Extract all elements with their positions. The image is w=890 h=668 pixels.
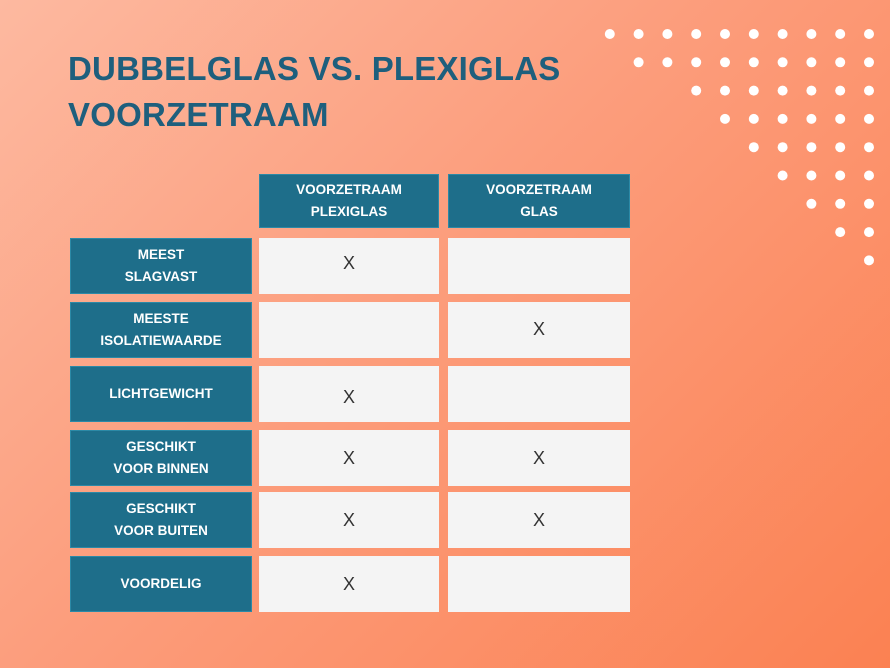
row-label-lichtgewicht: LICHTGEWICHT <box>70 366 252 422</box>
decorative-dot <box>777 57 788 68</box>
decorative-dot <box>806 198 817 209</box>
cell-lichtgewicht-glas <box>448 366 630 422</box>
column-header-plexiglas: VOORZETRAAM PLEXIGLAS <box>259 174 439 228</box>
row-label-voordelig: VOORDELIG <box>70 556 252 612</box>
decorative-dot <box>806 142 817 153</box>
title-line-1: DUBBELGLAS VS. PLEXIGLAS <box>68 50 561 87</box>
row-label-meeste-isolatiewaarde: MEESTE ISOLATIEWAARDE <box>70 302 252 358</box>
decorative-dot <box>604 29 615 39</box>
decorative-dot <box>806 113 817 124</box>
cell-lichtgewicht-plexiglas: X <box>259 366 439 422</box>
decorative-dot <box>806 85 817 96</box>
decorative-dot <box>777 29 788 39</box>
row-label-geschikt-voor-binnen: GESCHIKT VOOR BINNEN <box>70 430 252 486</box>
decorative-dot <box>835 57 846 68</box>
decorative-dot <box>835 227 846 238</box>
title-line-2: VOORZETRAAM <box>68 96 329 133</box>
cell-geschikt-voor-binnen-glas: X <box>448 430 630 486</box>
decorative-dot <box>720 29 730 39</box>
cell-voordelig-glas <box>448 556 630 612</box>
cell-geschikt-voor-buiten-plexiglas: X <box>259 492 439 548</box>
page-title: DUBBELGLAS VS. PLEXIGLAS VOORZETRAAM <box>68 46 561 138</box>
decorative-dot <box>835 170 846 181</box>
cell-meest-slagvast-glas <box>448 238 630 294</box>
decorative-dot <box>691 85 702 96</box>
decorative-dot <box>777 170 788 181</box>
row-label-meest-slagvast: MEEST SLAGVAST <box>70 238 252 294</box>
decorative-dot <box>864 227 874 238</box>
decorative-dot <box>748 142 759 153</box>
decorative-dot <box>864 85 874 96</box>
decorative-dot <box>720 85 730 96</box>
decorative-dot <box>662 57 673 68</box>
cell-geschikt-voor-binnen-plexiglas: X <box>259 430 439 486</box>
row-label-geschikt-voor-buiten: GESCHIKT VOOR BUITEN <box>70 492 252 548</box>
cell-meeste-isolatiewaarde-plexiglas <box>259 302 439 358</box>
decorative-dot <box>806 170 817 181</box>
decorative-dot <box>835 142 846 153</box>
decorative-dot <box>691 29 702 39</box>
decorative-dot <box>864 29 874 39</box>
decorative-dot <box>720 57 730 68</box>
decorative-dot <box>806 29 817 39</box>
decorative-dot <box>748 57 759 68</box>
decorative-dot <box>748 85 759 96</box>
decorative-dot <box>864 57 874 68</box>
cell-meeste-isolatiewaarde-glas: X <box>448 302 630 358</box>
cell-meest-slagvast-plexiglas: X <box>259 238 439 294</box>
column-header-glas: VOORZETRAAM GLAS <box>448 174 630 228</box>
decorative-dot <box>662 29 673 39</box>
cell-geschikt-voor-buiten-glas: X <box>448 492 630 548</box>
decorative-dot <box>720 113 730 124</box>
decorative-dot <box>864 255 874 266</box>
decorative-dot <box>835 113 846 124</box>
cell-voordelig-plexiglas: X <box>259 556 439 612</box>
decorative-dot <box>835 198 846 209</box>
decorative-dot <box>864 170 874 181</box>
decorative-dot <box>864 113 874 124</box>
decorative-dot <box>633 29 644 39</box>
decorative-dot <box>806 57 817 68</box>
decorative-dot <box>691 57 702 68</box>
decorative-dot <box>633 57 644 68</box>
decorative-dot <box>864 142 874 153</box>
decorative-dot <box>777 142 788 153</box>
decorative-dot <box>748 29 759 39</box>
decorative-dot <box>864 198 874 209</box>
decorative-dot <box>835 29 846 39</box>
decorative-dot <box>748 113 759 124</box>
decorative-dot <box>777 113 788 124</box>
decorative-dot <box>777 85 788 96</box>
decorative-dot <box>835 85 846 96</box>
